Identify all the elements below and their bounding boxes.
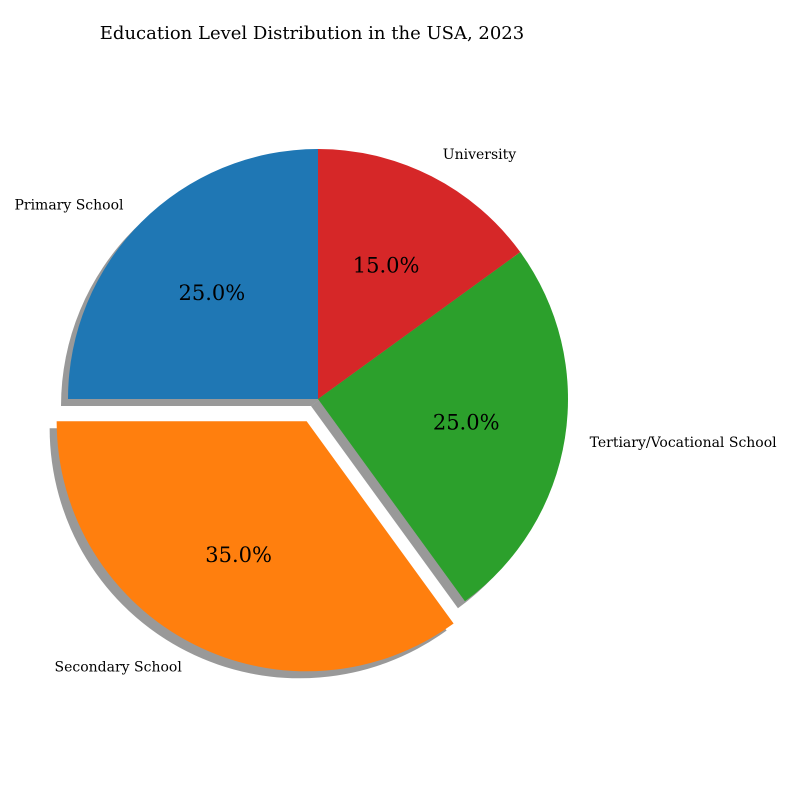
slice-tertiary-vocational-school [318, 252, 569, 602]
slice-labels: Primary School Secondary School Tertiary/V… [14, 147, 777, 675]
slice-percent-primary-school: 25.0% [179, 281, 246, 305]
slice-percent-labels: 25.0% 35.0% 25.0% 15.0% [179, 253, 500, 567]
slice-label-university: University [443, 147, 516, 163]
slice-percent-tertiary-vocational-school: 25.0% [433, 411, 500, 435]
slice-label-primary-school: Primary School [14, 198, 124, 214]
slice-secondary-school [56, 421, 454, 672]
pie-slices [56, 149, 569, 672]
slice-primary-school [68, 149, 318, 399]
slice-label-secondary-school: Secondary School [54, 659, 182, 675]
slice-percent-university: 15.0% [353, 253, 420, 277]
slice-university [318, 149, 521, 399]
chart-title: Education Level Distribution in the USA,… [100, 23, 524, 44]
slice-label-tertiary-vocational-school: Tertiary/Vocational School [590, 435, 778, 451]
slice-percent-secondary-school: 35.0% [205, 543, 272, 567]
